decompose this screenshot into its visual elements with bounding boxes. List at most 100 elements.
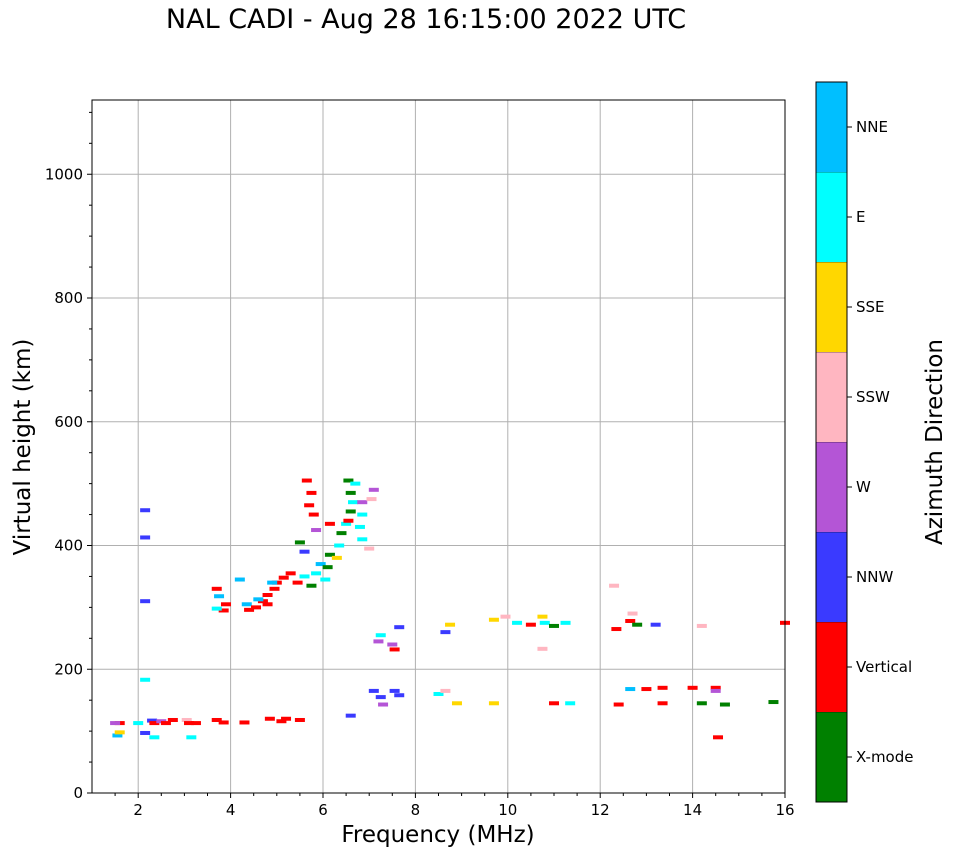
- echo-point: [611, 627, 622, 632]
- echo-point: [285, 571, 296, 576]
- echo-point: [336, 531, 347, 536]
- x-tick-label: 14: [683, 801, 702, 819]
- echo-point: [696, 623, 707, 628]
- echo-point: [281, 716, 292, 721]
- colorbar: X-mode Vertical NNW W SSW SSE E NNE: [815, 81, 913, 803]
- x-tick-label: 2: [133, 801, 143, 819]
- echo-point: [368, 688, 379, 693]
- echo-point: [114, 730, 125, 735]
- echo-point: [357, 500, 368, 505]
- echo-point: [657, 701, 668, 706]
- echo-point: [451, 701, 462, 706]
- echo-point: [306, 490, 317, 495]
- colorbar-tick-label: X-mode: [856, 748, 913, 766]
- echo-point: [488, 701, 499, 706]
- echo-point: [445, 622, 456, 627]
- echo-point: [366, 497, 377, 502]
- echo-point: [357, 512, 368, 517]
- echo-point: [214, 594, 225, 599]
- y-tick-label: 400: [54, 537, 83, 555]
- grid-lines: [92, 100, 786, 794]
- echo-point: [276, 719, 287, 724]
- echo-point: [147, 718, 158, 723]
- echo-point: [262, 602, 273, 607]
- echo-point: [190, 721, 201, 726]
- echo-point: [537, 614, 548, 619]
- echo-point: [308, 512, 319, 517]
- echo-point: [433, 692, 444, 696]
- plot-frame: [91, 99, 786, 794]
- echo-point: [320, 577, 331, 582]
- y-axis-label: Virtual height (km): [10, 339, 36, 556]
- colorbar-segment: [816, 622, 847, 712]
- echo-point: [315, 562, 326, 567]
- echo-point: [149, 735, 160, 740]
- echo-point: [269, 586, 280, 591]
- echo-point: [354, 524, 365, 529]
- x-tick-label: 4: [226, 801, 236, 819]
- echo-point: [149, 721, 160, 726]
- colorbar-tick-label: E: [856, 208, 865, 226]
- echo-point: [278, 575, 289, 580]
- echo-point: [301, 478, 312, 483]
- colorbar-tick-label: Vertical: [856, 658, 912, 676]
- echo-point: [373, 639, 384, 644]
- colorbar-segment: [816, 82, 847, 172]
- echo-point: [140, 535, 151, 540]
- colorbar-segment: [816, 532, 847, 622]
- echo-point: [324, 552, 335, 557]
- echo-point: [343, 518, 354, 523]
- echo-point: [311, 528, 322, 533]
- echo-point: [343, 478, 354, 483]
- echo-point: [657, 685, 668, 690]
- echo-point: [184, 721, 195, 726]
- echo-point: [211, 606, 222, 611]
- echo-point: [549, 623, 559, 628]
- colorbar-segment: [816, 712, 847, 802]
- colorbar-segment: [816, 352, 847, 442]
- echo-point: [768, 700, 779, 705]
- x-tick-label: 6: [318, 801, 328, 819]
- echo-point: [539, 620, 550, 625]
- echo-point: [181, 717, 192, 722]
- colorbar-tick-label: SSW: [856, 388, 890, 406]
- echo-point: [133, 721, 144, 726]
- x-tick-label: 8: [411, 801, 421, 819]
- echo-point: [389, 688, 400, 693]
- echo-point: [299, 574, 310, 579]
- echo-point: [345, 713, 356, 718]
- echo-point: [218, 608, 229, 613]
- echo-point: [167, 717, 178, 722]
- echo-point: [440, 630, 451, 635]
- echo-point: [186, 735, 197, 740]
- echo-point: [334, 543, 345, 548]
- echo-point: [322, 565, 333, 570]
- echo-point: [525, 622, 536, 627]
- chart-title: NAL CADI - Aug 28 16:15:00 2022 UTC: [165, 4, 687, 35]
- echo-point: [299, 549, 310, 554]
- echo-point: [218, 720, 229, 725]
- echo-point: [625, 687, 636, 692]
- colorbar-tick-label: NNW: [856, 568, 893, 586]
- echo-point: [140, 730, 151, 735]
- echo-point: [378, 702, 389, 707]
- echo-point: [264, 716, 275, 721]
- y-tick-label: 600: [54, 413, 83, 431]
- x-tick-label: 12: [591, 801, 610, 819]
- echo-point: [627, 611, 638, 616]
- echo-point: [140, 677, 151, 682]
- x-axis-ticks: 2 4 6 8 10 12 14 16: [114, 793, 795, 819]
- echo-point: [696, 701, 707, 706]
- colorbar-segment: [816, 262, 847, 352]
- echo-point: [549, 701, 559, 706]
- echo-point: [609, 583, 620, 588]
- echo-point: [565, 701, 576, 706]
- echo-point: [713, 735, 724, 740]
- echo-point: [440, 688, 451, 693]
- echo-point: [244, 607, 255, 612]
- y-tick-label: 1000: [45, 165, 83, 183]
- echo-point: [341, 521, 352, 526]
- echo-point: [375, 695, 386, 700]
- y-tick-label: 800: [54, 289, 83, 307]
